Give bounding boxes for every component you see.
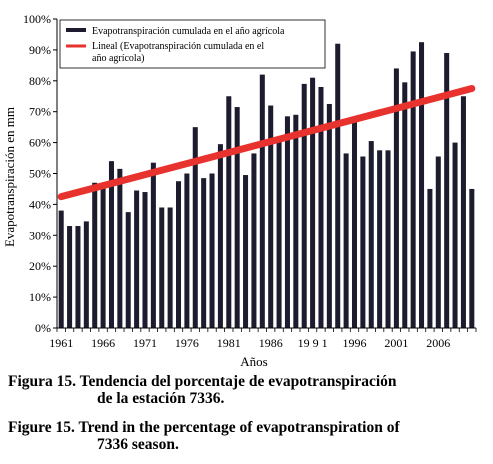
- bar: [234, 107, 240, 328]
- evapotranspiration-chart: 0%10%20%30%40%50%60%70%80%90%100% 1961 19…: [2, 12, 477, 369]
- caption-es-line1: Figura 15. Tendencia del porcentaje de e…: [8, 373, 397, 390]
- bar: [117, 168, 123, 328]
- bar: [284, 116, 290, 328]
- bar: [276, 137, 282, 328]
- bar: [192, 127, 198, 329]
- bar: [92, 182, 98, 328]
- bar: [134, 190, 140, 328]
- bar: [377, 150, 383, 328]
- x-tick-label: 1971: [133, 336, 157, 350]
- y-tick-label: 20%: [29, 259, 51, 273]
- y-tick-label: 40%: [29, 197, 51, 211]
- y-tick-label: 10%: [29, 290, 51, 304]
- y-tick-label: 70%: [29, 105, 51, 119]
- bar: [142, 192, 148, 328]
- legend-trend-label-line2: año agrícola): [92, 53, 144, 64]
- x-tick-label: 2001: [384, 336, 408, 350]
- bar: [184, 173, 190, 328]
- y-tick-label: 60%: [29, 136, 51, 150]
- bar: [251, 153, 257, 328]
- y-axis: 0% 10% 20% 30% 40% 50% 60% 70% 80% 90% 100%: [23, 12, 58, 335]
- bar: [108, 161, 114, 328]
- bar: [326, 103, 332, 328]
- bar: [293, 114, 299, 328]
- trend-line: [57, 85, 476, 201]
- bar: [402, 82, 408, 328]
- bar: [385, 150, 391, 328]
- x-axis: 1961 1966 1971 1976 1981 1986 19 9 1 1996 2001 20…: [49, 327, 477, 350]
- x-tick-label: 1986: [259, 336, 283, 350]
- bar: [393, 68, 399, 328]
- bar: [75, 226, 81, 328]
- legend-bar-label: Evapotranspiración cumulada en el año ag…: [92, 26, 285, 37]
- bar: [259, 74, 265, 329]
- x-tick-label: 1981: [217, 336, 241, 350]
- bar: [444, 52, 450, 329]
- bar: [452, 142, 458, 328]
- x-axis-title: Años: [240, 354, 267, 369]
- bar: [201, 178, 207, 328]
- bar: [419, 42, 425, 329]
- x-tick-label: 1976: [175, 336, 199, 350]
- legend-bar-swatch: [66, 28, 86, 32]
- y-tick-label: 80%: [29, 74, 51, 88]
- bar: [427, 188, 433, 328]
- caption-en-line2: 7336 season.: [97, 436, 179, 453]
- x-tick-label: 1961: [49, 336, 73, 350]
- bar: [360, 156, 366, 328]
- y-axis-title: Evapotranspiración en mm: [2, 107, 17, 247]
- bar: [410, 51, 416, 328]
- legend-box: [59, 19, 326, 69]
- bar: [83, 221, 89, 328]
- y-tick-label: 50%: [29, 167, 51, 181]
- y-tick-label: 0%: [35, 321, 51, 335]
- bar: [368, 141, 374, 328]
- bar: [125, 212, 131, 329]
- bar: [243, 175, 249, 328]
- y-tick-label: 30%: [29, 228, 51, 242]
- bar: [167, 207, 173, 328]
- figure-caption-spanish: Figura 15. Tendencia del porcentaje de e…: [8, 373, 397, 407]
- legend-trend-label-line1: Lineal (Evapotranspiración cumulada en e…: [92, 41, 264, 52]
- bar: [217, 144, 223, 328]
- bar: [176, 181, 182, 328]
- bar: [226, 96, 232, 328]
- bar: [335, 43, 341, 328]
- bar: [58, 210, 64, 328]
- y-tick-label: 90%: [29, 43, 51, 57]
- bar: [209, 173, 215, 328]
- bar: [435, 156, 441, 328]
- bar: [318, 86, 324, 328]
- caption-en-line1: Figure 15. Trend in the percentage of ev…: [8, 419, 400, 436]
- y-tick-label: 100%: [23, 12, 51, 26]
- bars-group: [58, 42, 475, 329]
- caption-es-line2: de la estación 7336.: [97, 390, 225, 407]
- bar: [310, 77, 316, 329]
- x-tick-label: 2006: [426, 336, 450, 350]
- bar: [469, 188, 475, 328]
- bar: [100, 185, 106, 328]
- figure-caption-english: Figure 15. Trend in the percentage of ev…: [8, 419, 400, 453]
- bar: [343, 153, 349, 328]
- x-tick-label: 1996: [342, 336, 366, 350]
- bar: [159, 207, 165, 328]
- bar: [351, 120, 358, 328]
- bar: [268, 105, 274, 329]
- bar: [301, 83, 307, 328]
- bar: [150, 162, 156, 328]
- bar: [67, 226, 73, 328]
- x-tick-label: 19 9 1: [298, 336, 328, 350]
- legend: Evapotranspiración cumulada en el año ag…: [59, 19, 326, 69]
- bar: [460, 96, 466, 328]
- x-tick-label: 1966: [91, 336, 115, 350]
